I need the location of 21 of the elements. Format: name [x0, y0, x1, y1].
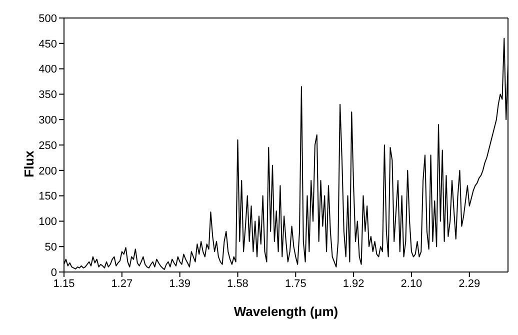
x-axis-title: Wavelength (μm) [234, 304, 338, 319]
y-tick-label: 100 [38, 216, 57, 228]
x-tick-label: 1.92 [342, 278, 364, 290]
x-tick-label: 2.10 [400, 278, 422, 290]
y-tick-label: 450 [38, 38, 57, 50]
y-tick-label: 300 [38, 114, 57, 127]
x-tick-label: 1.27 [111, 278, 133, 290]
y-axis-title: Flux [21, 150, 37, 178]
y-tick-label: 150 [38, 190, 57, 203]
y-tick-label: 250 [38, 140, 57, 152]
x-tick-label: 1.15 [53, 278, 75, 290]
y-tick-label: 50 [44, 242, 57, 254]
y-tick-label: 400 [38, 64, 57, 76]
x-tick-label: 2.29 [458, 278, 480, 290]
y-tick-label: 500 [38, 12, 57, 25]
y-tick-label: 350 [38, 89, 57, 102]
x-tick-label: 1.75 [284, 278, 306, 290]
y-tick-label: 200 [38, 165, 57, 178]
x-tick-label: 1.58 [227, 278, 248, 290]
x-tick-label: 1.39 [169, 278, 191, 290]
y-tick-label: 0 [50, 266, 57, 279]
